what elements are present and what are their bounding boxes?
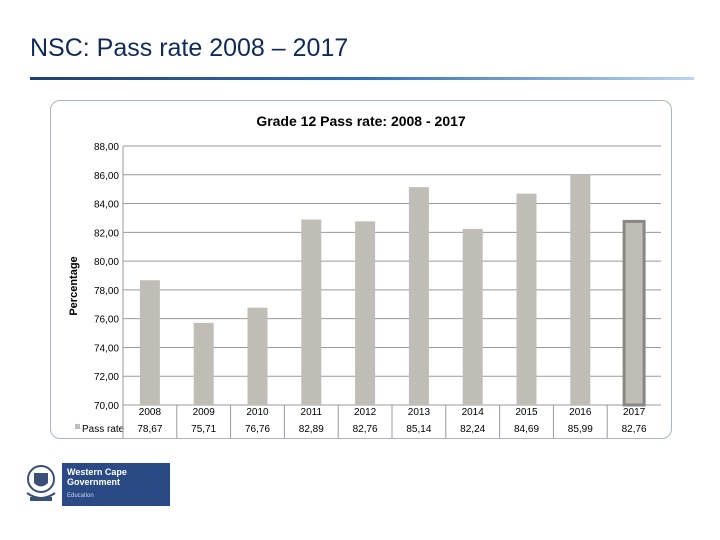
value-label: 82,76 — [353, 424, 378, 435]
legend-swatch — [75, 424, 80, 429]
bar-2015 — [516, 193, 537, 405]
bar-2011 — [301, 219, 322, 405]
y-tick-label: 80,00 — [94, 257, 119, 268]
value-label: 76,76 — [245, 424, 270, 435]
value-label: 85,99 — [568, 424, 593, 435]
y-tick-label: 78,00 — [94, 286, 119, 297]
value-label: 85,14 — [406, 424, 431, 435]
logo-text-line2: Government — [67, 477, 121, 487]
y-tick-label: 84,00 — [94, 200, 119, 211]
x-tick-label: 2012 — [354, 407, 377, 418]
x-tick-label: 2014 — [462, 407, 485, 418]
coat-of-arms-icon — [26, 465, 56, 501]
logo-text-line3: Education — [67, 493, 94, 499]
slide-title: NSC: Pass rate 2008 – 2017 — [30, 34, 349, 62]
y-tick-label: 72,00 — [94, 372, 119, 383]
y-tick-label: 88,00 — [94, 142, 119, 153]
x-tick-label: 2009 — [193, 407, 216, 418]
legend-label: Pass rate — [82, 424, 125, 435]
logo-text-line1: Western Cape — [67, 467, 127, 477]
bar-2017 — [622, 219, 646, 407]
logo-panel: Western Cape Government Education — [62, 463, 170, 506]
bar-2008 — [139, 280, 160, 405]
title-rule — [30, 77, 694, 80]
y-tick-label: 74,00 — [94, 343, 119, 354]
x-tick-label: 2017 — [623, 407, 646, 418]
value-label: 82,89 — [299, 424, 324, 435]
y-tick-label: 86,00 — [94, 171, 119, 182]
bar-2014 — [462, 228, 483, 405]
western-cape-logo: Western Cape Government Education — [22, 463, 170, 506]
bar-2010 — [247, 307, 268, 405]
y-tick-label: 70,00 — [94, 401, 119, 412]
x-tick-label: 2016 — [569, 407, 592, 418]
bar-2009 — [193, 322, 214, 405]
value-label: 82,24 — [460, 424, 485, 435]
bar-2013 — [408, 187, 429, 405]
value-label: 82,76 — [622, 424, 647, 435]
x-tick-label: 2013 — [408, 407, 431, 418]
y-axis-label: Percentage — [68, 256, 80, 315]
y-tick-label: 82,00 — [94, 228, 119, 239]
chart-frame: Grade 12 Pass rate: 2008 - 2017 Percenta… — [50, 100, 672, 439]
bar-2012 — [355, 221, 376, 405]
y-tick-label: 76,00 — [94, 315, 119, 326]
bar-2016 — [570, 174, 591, 405]
x-tick-label: 2010 — [246, 407, 269, 418]
value-label: 78,67 — [137, 424, 162, 435]
value-label: 75,71 — [191, 424, 216, 435]
x-tick-label: 2011 — [301, 407, 323, 418]
x-tick-label: 2015 — [515, 407, 538, 418]
chart-title: Grade 12 Pass rate: 2008 - 2017 — [256, 113, 466, 129]
bar-chart: Grade 12 Pass rate: 2008 - 2017 Percenta… — [68, 113, 661, 438]
x-tick-label: 2008 — [139, 407, 162, 418]
value-label: 84,69 — [514, 424, 539, 435]
